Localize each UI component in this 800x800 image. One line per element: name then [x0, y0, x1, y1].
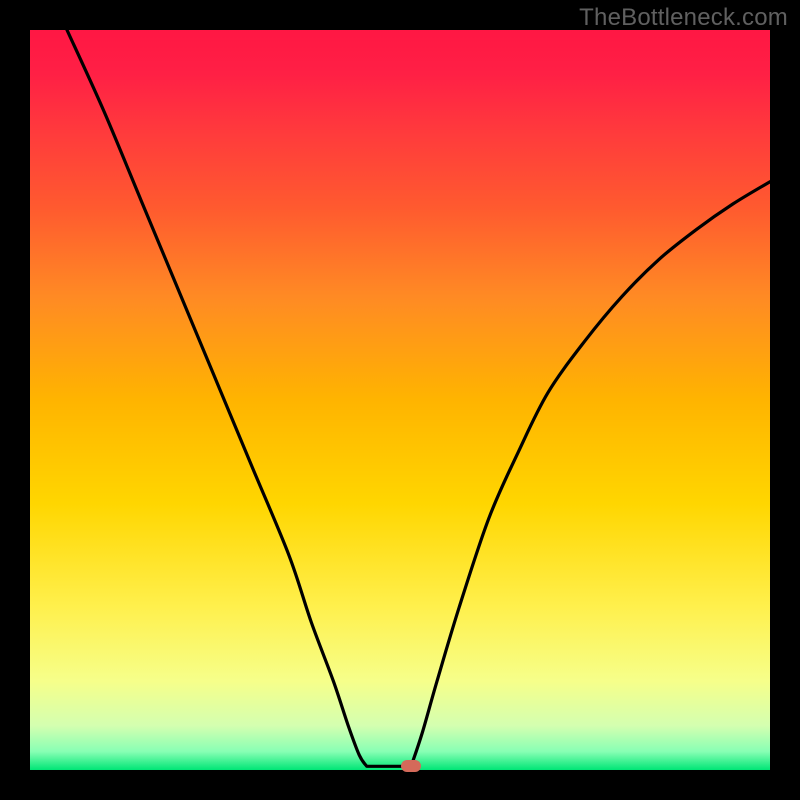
optimum-marker [401, 760, 420, 772]
plot-area [30, 30, 770, 770]
bottleneck-curve [67, 30, 770, 766]
watermark-text: TheBottleneck.com [579, 4, 788, 32]
curve-layer [30, 30, 770, 770]
chart-frame: TheBottleneck.com [0, 0, 800, 800]
